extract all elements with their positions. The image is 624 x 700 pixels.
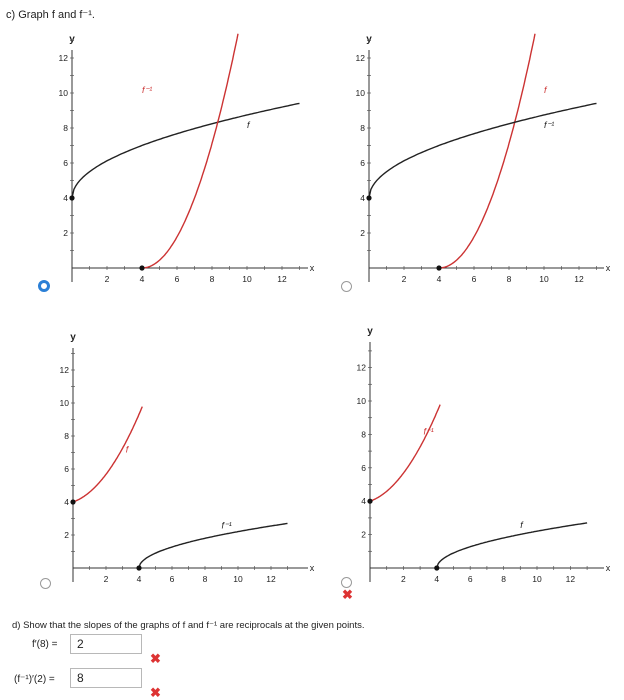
x-tick-label: 6 bbox=[170, 574, 175, 584]
radio-option-4[interactable] bbox=[341, 577, 352, 588]
y-tick-label: 12 bbox=[356, 53, 366, 63]
wrong-icon: ✖ bbox=[342, 587, 353, 602]
y-tick-label: 6 bbox=[360, 158, 365, 168]
x-tick-label: 6 bbox=[472, 274, 477, 284]
graph-option-2: x y 2 4 6 8 10 12 2 4 6 8 10 12 f f⁻¹ bbox=[356, 33, 611, 284]
series-1-start-point bbox=[436, 265, 442, 271]
y-axis-label: y bbox=[69, 34, 75, 45]
y-tick-label: 4 bbox=[361, 496, 366, 506]
radio-option-3[interactable] bbox=[40, 578, 51, 589]
radio-option-1[interactable] bbox=[38, 280, 50, 292]
y-tick-label: 8 bbox=[64, 431, 69, 441]
series-2-label: f⁻¹ bbox=[222, 520, 232, 530]
series-2-curve bbox=[138, 522, 288, 569]
wrong-icon: ✖ bbox=[150, 685, 161, 700]
x-axis-label: x bbox=[606, 563, 611, 573]
x-tick-label: 2 bbox=[104, 574, 109, 584]
series-2-label: f⁻¹ bbox=[544, 120, 554, 130]
x-tick-label: 4 bbox=[140, 274, 145, 284]
y-tick-label: 8 bbox=[63, 123, 68, 133]
part-d-heading: d) Show that the slopes of the graphs of… bbox=[12, 620, 365, 631]
series-2-curve bbox=[142, 33, 239, 269]
x-tick-label: 2 bbox=[105, 274, 110, 284]
x-axis-label: x bbox=[310, 263, 315, 273]
graph-option-4: x y 2 4 6 8 10 12 2 4 6 8 10 12 f⁻¹ f bbox=[357, 326, 611, 582]
series-2-start-point bbox=[434, 565, 440, 571]
y-tick-label: 2 bbox=[63, 228, 68, 238]
x-tick-label: 2 bbox=[401, 574, 406, 582]
y-tick-label: 2 bbox=[361, 530, 366, 540]
x-tick-label: 12 bbox=[574, 274, 584, 284]
series-1-start-point bbox=[367, 498, 373, 504]
y-tick-label: 8 bbox=[361, 429, 366, 439]
y-axis-label: y bbox=[366, 34, 372, 45]
series-2-label: f⁻¹ bbox=[142, 85, 152, 95]
x-tick-label: 10 bbox=[242, 274, 252, 284]
x-tick-label: 10 bbox=[532, 574, 542, 582]
answer-input-2[interactable]: 8 bbox=[70, 668, 142, 688]
x-tick-label: 12 bbox=[277, 274, 287, 284]
x-axis-label: x bbox=[310, 563, 315, 573]
y-tick-label: 10 bbox=[357, 396, 367, 406]
y-tick-label: 10 bbox=[356, 88, 366, 98]
x-tick-label: 10 bbox=[539, 274, 549, 284]
y-tick-label: 8 bbox=[360, 123, 365, 133]
answer-label-2: (f⁻¹)′(2) = bbox=[14, 674, 55, 685]
y-tick-label: 10 bbox=[60, 398, 70, 408]
x-tick-label: 12 bbox=[266, 574, 276, 584]
y-tick-label: 2 bbox=[360, 228, 365, 238]
series-1-start-point bbox=[69, 195, 75, 201]
x-tick-label: 8 bbox=[210, 274, 215, 284]
x-tick-label: 8 bbox=[507, 274, 512, 284]
y-tick-label: 12 bbox=[59, 53, 69, 63]
series-2-curve bbox=[436, 522, 588, 569]
y-tick-label: 4 bbox=[360, 193, 365, 203]
y-tick-label: 6 bbox=[63, 158, 68, 168]
x-tick-label: 6 bbox=[175, 274, 180, 284]
graph-option-1: x y 2 4 6 8 10 12 2 4 6 8 10 12 f f⁻¹ bbox=[59, 33, 315, 284]
wrong-icon: ✖ bbox=[150, 651, 161, 666]
y-tick-label: 12 bbox=[357, 363, 367, 373]
x-tick-label: 10 bbox=[233, 574, 243, 584]
series-1-label: f bbox=[126, 445, 130, 455]
x-tick-label: 4 bbox=[137, 574, 142, 584]
answer-input-1[interactable]: 2 bbox=[70, 634, 142, 654]
series-1-curve bbox=[71, 102, 300, 199]
series-2-start-point bbox=[366, 195, 372, 201]
series-1-curve bbox=[72, 406, 143, 503]
y-axis-label: y bbox=[70, 332, 76, 343]
series-1-curve bbox=[369, 404, 441, 502]
y-tick-label: 4 bbox=[64, 497, 69, 507]
y-tick-label: 10 bbox=[59, 88, 69, 98]
x-axis-label: x bbox=[606, 263, 611, 273]
y-tick-label: 12 bbox=[60, 365, 70, 375]
series-1-label: f bbox=[544, 85, 548, 95]
series-2-label: f bbox=[520, 520, 524, 530]
y-tick-label: 6 bbox=[64, 464, 69, 474]
y-tick-label: 2 bbox=[64, 530, 69, 540]
y-tick-label: 4 bbox=[63, 193, 68, 203]
series-2-start-point bbox=[139, 265, 145, 271]
x-tick-label: 4 bbox=[437, 274, 442, 284]
x-tick-label: 4 bbox=[434, 574, 439, 582]
series-1-label: f bbox=[247, 120, 251, 130]
series-1-label: f⁻¹ bbox=[423, 426, 433, 436]
y-tick-label: 6 bbox=[361, 463, 366, 473]
radio-option-2[interactable] bbox=[341, 281, 352, 292]
series-1-curve bbox=[439, 33, 536, 269]
x-tick-label: 12 bbox=[566, 574, 576, 582]
part-c-heading: c) Graph f and f⁻¹. bbox=[6, 9, 95, 21]
x-tick-label: 6 bbox=[468, 574, 473, 582]
x-tick-label: 8 bbox=[501, 574, 506, 582]
series-2-start-point bbox=[136, 565, 142, 571]
graph-option-3: x y 2 4 6 8 10 12 2 4 6 8 10 12 f f⁻¹ bbox=[60, 332, 315, 584]
x-tick-label: 2 bbox=[402, 274, 407, 284]
series-1-start-point bbox=[70, 499, 76, 505]
answer-label-1: f′(8) = bbox=[32, 639, 58, 650]
x-tick-label: 8 bbox=[203, 574, 208, 584]
series-2-curve bbox=[368, 102, 597, 199]
y-axis-label: y bbox=[367, 326, 373, 337]
